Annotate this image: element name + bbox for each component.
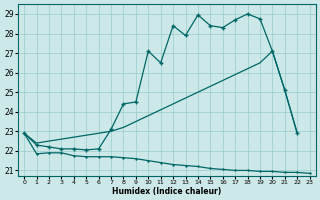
X-axis label: Humidex (Indice chaleur): Humidex (Indice chaleur) <box>112 187 221 196</box>
